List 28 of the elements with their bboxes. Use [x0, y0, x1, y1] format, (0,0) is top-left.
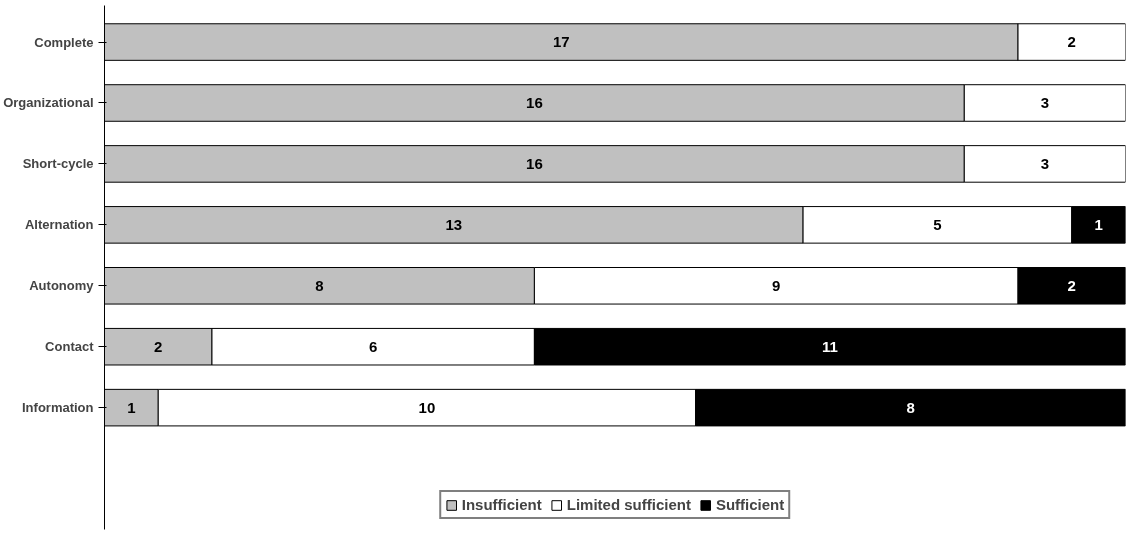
data-label: 1: [1094, 215, 1103, 233]
y-tick-label: Alternation: [24, 217, 94, 233]
legend-label: Insufficient: [461, 496, 542, 513]
data-label: 9: [772, 276, 781, 294]
data-label: 13: [445, 215, 463, 233]
y-tick-label: Organizational: [3, 95, 94, 111]
y-tick-label: Short-cycle: [22, 156, 94, 172]
y-tick-label: Autonomy: [29, 278, 95, 294]
data-label: 16: [526, 93, 543, 111]
data-label: 16: [526, 154, 543, 172]
data-label: 6: [369, 337, 378, 355]
legend-label: Sufficient: [715, 496, 785, 513]
data-label: 11: [822, 337, 838, 355]
data-label: 2: [1067, 276, 1076, 294]
data-label: 8: [906, 398, 915, 416]
data-label: 1: [127, 398, 136, 416]
data-label: 2: [1067, 33, 1076, 51]
y-tick-label: Complete: [34, 34, 94, 50]
data-label: 5: [933, 215, 942, 233]
data-label: 2: [154, 337, 163, 355]
legend-label: Limited sufficient: [566, 496, 691, 513]
y-tick-label: Contact: [45, 339, 95, 355]
data-label: 17: [552, 33, 570, 51]
y-tick-label: Information: [22, 400, 94, 416]
data-label: 3: [1040, 93, 1050, 111]
data-label: 10: [418, 398, 436, 416]
data-label: 3: [1040, 154, 1050, 172]
data-label: 8: [315, 276, 324, 294]
